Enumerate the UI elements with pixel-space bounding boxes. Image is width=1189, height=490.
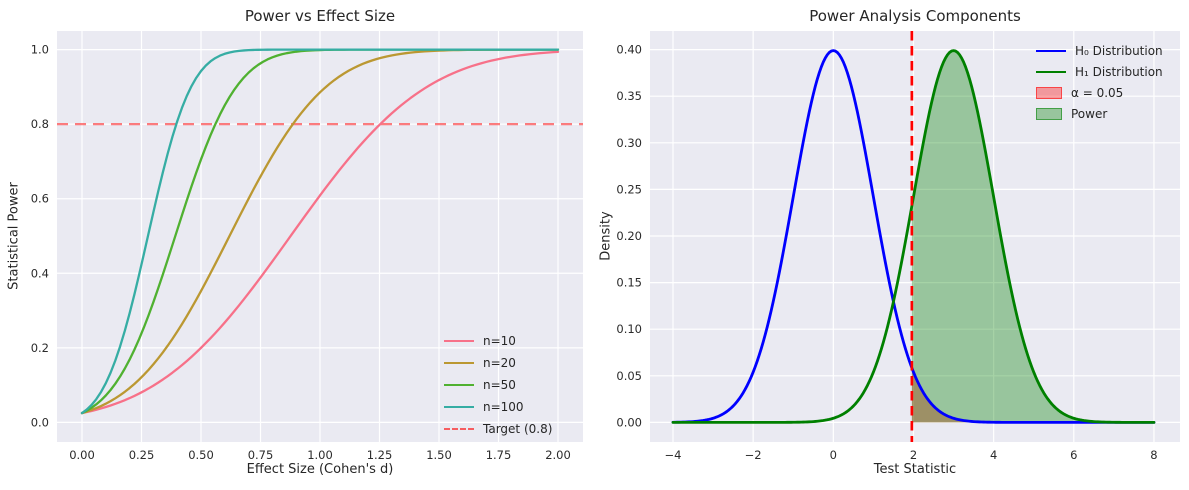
legend-swatch-n20 — [444, 362, 474, 364]
x-tick-label: 1.25 — [367, 448, 393, 462]
x-tick-label: 1.00 — [307, 448, 333, 462]
y-tick-label: 0.20 — [616, 229, 642, 243]
right-x-axis-label: Test Statistic — [873, 462, 957, 477]
y-tick-label: 0.10 — [616, 322, 642, 336]
legend-item-n50: n=50 — [444, 374, 552, 396]
y-tick-label: 0.8 — [31, 117, 49, 131]
legend-label-n100: n=100 — [483, 400, 524, 414]
alpha-region — [911, 367, 1154, 423]
legend-item-target: Target (0.8) — [444, 418, 552, 440]
x-tick-label: 1.50 — [426, 448, 452, 462]
legend-label-h0: H₀ Distribution — [1075, 43, 1163, 58]
y-tick-label: 0.00 — [616, 415, 642, 429]
legend-item-alpha: α = 0.05 — [1036, 82, 1163, 103]
y-tick-label: 0.25 — [616, 182, 642, 196]
x-tick-label: 0.75 — [248, 448, 274, 462]
y-tick-label: 0.6 — [31, 192, 49, 206]
x-tick-label: 4 — [990, 448, 997, 462]
y-tick-label: 1.0 — [31, 43, 49, 57]
y-tick-label: 0.40 — [616, 43, 642, 57]
x-tick-label: 0.00 — [69, 448, 95, 462]
x-tick-label: 0 — [830, 448, 837, 462]
legend-label-power: Power — [1071, 106, 1108, 121]
h0-distribution-curve — [671, 49, 1156, 424]
legend-item-power: Power — [1036, 103, 1163, 124]
power-curve-n100 — [80, 48, 560, 415]
legend-swatch-target — [444, 428, 474, 430]
left-x-axis-label: Effect Size (Cohen's d) — [246, 462, 394, 477]
h1-distribution-curve — [671, 49, 1156, 424]
right-y-axis-label: Density — [598, 211, 614, 261]
legend-swatch-h0 — [1036, 49, 1066, 52]
y-tick-label: 0.35 — [616, 89, 642, 103]
left-y-axis-label: Statistical Power — [6, 182, 22, 290]
power-curve-n10 — [80, 50, 560, 415]
legend-item-h1: H₁ Distribution — [1036, 61, 1163, 82]
legend-item-n10: n=10 — [444, 330, 552, 352]
legend-swatch-h1 — [1036, 70, 1066, 73]
x-tick-label: 1.75 — [486, 448, 512, 462]
x-tick-label: 2 — [910, 448, 917, 462]
legend-label-n20: n=20 — [483, 356, 516, 370]
y-tick-label: 0.30 — [616, 136, 642, 150]
left-legend: n=10 n=20 n=50 n=100 Target (0.8) — [444, 330, 552, 440]
power-region — [911, 50, 1154, 423]
legend-swatch-alpha — [1036, 86, 1062, 99]
legend-item-n100: n=100 — [444, 396, 552, 418]
y-tick-label: 0.0 — [31, 415, 49, 429]
legend-swatch-n10 — [444, 340, 474, 342]
legend-swatch-power — [1036, 107, 1062, 120]
x-tick-label: 8 — [1150, 448, 1157, 462]
legend-label-n50: n=50 — [483, 378, 516, 392]
x-tick-label: 0.50 — [188, 448, 214, 462]
y-tick-label: 0.4 — [31, 266, 49, 280]
x-tick-label: 2.00 — [545, 448, 571, 462]
y-tick-label: 0.05 — [616, 369, 642, 383]
x-tick-label: −2 — [745, 448, 762, 462]
legend-label-target: Target (0.8) — [483, 422, 553, 436]
legend-swatch-n100 — [444, 406, 474, 408]
legend-swatch-n50 — [444, 384, 474, 386]
legend-item-n20: n=20 — [444, 352, 552, 374]
legend-label-alpha: α = 0.05 — [1071, 85, 1124, 100]
x-tick-label: −4 — [665, 448, 682, 462]
x-tick-label: 6 — [1070, 448, 1077, 462]
legend-label-h1: H₁ Distribution — [1075, 64, 1163, 79]
right-legend: H₀ Distribution H₁ Distribution α = 0.05… — [1036, 40, 1163, 124]
x-tick-label: 0.25 — [129, 448, 155, 462]
left-chart-title: Power vs Effect Size — [244, 7, 396, 25]
y-tick-label: 0.2 — [31, 341, 49, 355]
y-tick-label: 0.15 — [616, 276, 642, 290]
right-chart-title: Power Analysis Components — [809, 7, 1021, 25]
legend-item-h0: H₀ Distribution — [1036, 40, 1163, 61]
legend-label-n10: n=10 — [483, 334, 516, 348]
